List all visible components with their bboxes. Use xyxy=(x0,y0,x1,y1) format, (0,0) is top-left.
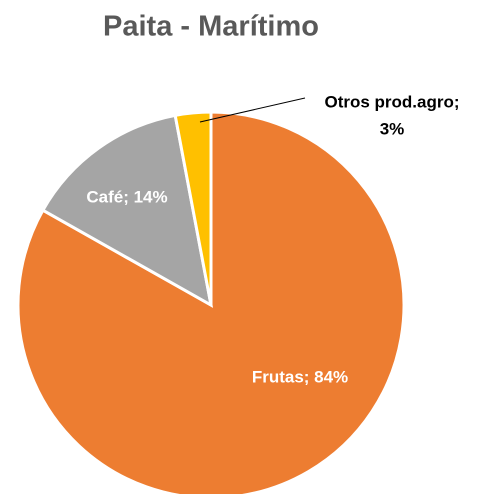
data-label: Otros prod.agro; xyxy=(324,92,459,111)
pie-slice xyxy=(16,110,406,494)
data-label: Frutas; 84% xyxy=(252,367,348,386)
leader-line xyxy=(199,97,306,123)
data-label: Café; 14% xyxy=(86,187,167,206)
data-label: 3% xyxy=(380,119,405,138)
pie-slice xyxy=(173,110,213,306)
chart-title: Paita - Marítimo xyxy=(103,11,319,43)
pie-slice xyxy=(40,113,214,308)
